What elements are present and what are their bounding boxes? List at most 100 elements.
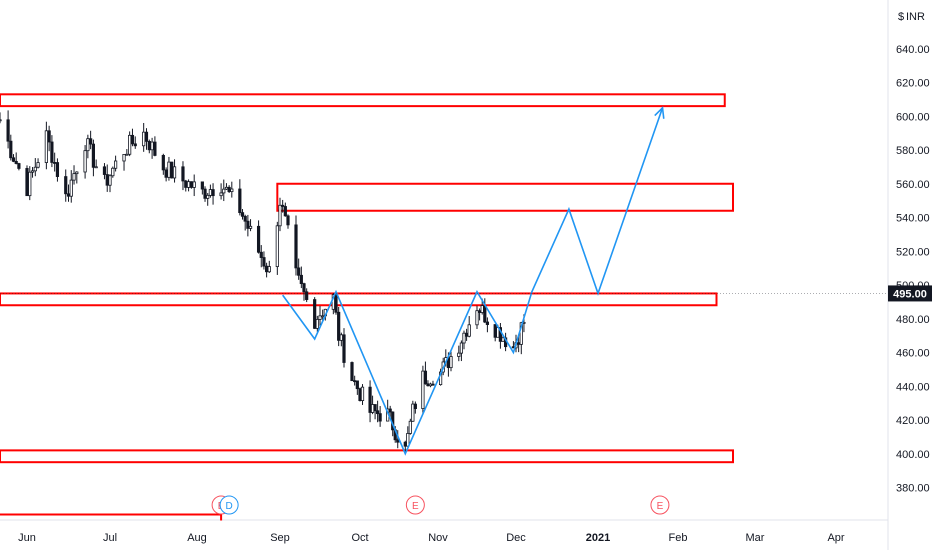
- candle: [411, 400, 415, 422]
- x-tick-label: Nov: [428, 532, 448, 544]
- candle: [153, 136, 157, 157]
- candle: [211, 183, 215, 205]
- candle: [246, 214, 250, 237]
- candle: [388, 405, 392, 419]
- y-tick-label: 420.00: [896, 415, 930, 427]
- candle: [283, 202, 287, 217]
- candle: [467, 316, 471, 338]
- candle: [164, 167, 168, 182]
- x-tick-label: Jun: [18, 532, 36, 544]
- candle: [25, 165, 29, 197]
- candle: [259, 245, 263, 268]
- candle: [125, 149, 129, 156]
- candle: [69, 170, 73, 203]
- candle: [64, 169, 68, 202]
- dividend-marker[interactable]: D: [219, 495, 239, 515]
- candle: [431, 380, 435, 386]
- zone-rect[interactable]: [0, 93, 726, 108]
- y-tick-label: 460.00: [896, 348, 930, 360]
- earnings-marker[interactable]: E: [405, 495, 425, 515]
- candle: [485, 317, 490, 333]
- event-label: E: [412, 501, 419, 512]
- candle: [206, 193, 210, 206]
- candle: [230, 181, 234, 198]
- candle: [150, 137, 154, 159]
- candle: [55, 158, 60, 182]
- y-tick-label: 400.00: [896, 449, 930, 461]
- candle: [408, 418, 412, 435]
- candle: [47, 125, 51, 152]
- candle: [130, 128, 135, 147]
- x-tick-label: Mar: [746, 532, 765, 544]
- candle: [200, 181, 204, 195]
- candle: [248, 219, 253, 232]
- candle: [17, 162, 21, 171]
- candle: [94, 159, 98, 169]
- candle: [305, 288, 309, 303]
- x-tick-label: Oct: [351, 532, 368, 544]
- candle: [373, 404, 377, 420]
- y-tick-label: 560.00: [896, 179, 930, 191]
- candle: [313, 297, 317, 329]
- candle: [297, 258, 301, 280]
- candle: [286, 214, 290, 229]
- candle: [281, 199, 285, 213]
- y-tick-label: 600.00: [896, 111, 930, 123]
- y-tick-label: 640.00: [896, 44, 930, 56]
- x-tick-label: Feb: [669, 532, 688, 544]
- candle: [184, 179, 188, 192]
- candle: [262, 251, 266, 270]
- candle: [181, 161, 185, 191]
- y-tick-label: 480.00: [896, 314, 930, 326]
- candle: [318, 305, 322, 328]
- candle: [267, 260, 271, 274]
- candle: [170, 161, 174, 179]
- candle: [358, 387, 362, 402]
- x-tick-label: Aug: [187, 532, 207, 544]
- earnings-marker[interactable]: E: [650, 495, 670, 515]
- candle: [0, 112, 2, 124]
- zone-rect[interactable]: [0, 449, 734, 464]
- x-axis: Jun Jul Aug Sep Oct Nov Dec 2021 Feb Mar Apr: [18, 532, 845, 544]
- candle: [91, 139, 95, 177]
- candle: [350, 361, 354, 382]
- candle: [376, 400, 380, 423]
- candle: [334, 291, 338, 315]
- current-price-tag: 495.00: [0, 285, 932, 302]
- zone-rect[interactable]: [276, 182, 734, 212]
- candle: [396, 430, 400, 449]
- zone-rect[interactable]: [0, 292, 718, 307]
- candle: [240, 209, 245, 220]
- candle: [172, 159, 177, 183]
- candle: [44, 121, 48, 170]
- candle: [128, 131, 132, 157]
- y-tick-label: 380.00: [896, 483, 930, 495]
- candle: [147, 139, 151, 154]
- projection-arrowhead: [654, 106, 665, 119]
- candle: [14, 152, 18, 165]
- candle: [167, 156, 171, 181]
- candle: [50, 135, 54, 168]
- candle: [243, 214, 247, 231]
- candle: [72, 165, 76, 185]
- candle: [6, 110, 10, 149]
- y-tick-label: 580.00: [896, 145, 930, 157]
- x-tick-label: Apr: [827, 532, 844, 544]
- candle: [36, 158, 40, 169]
- candle: [278, 197, 282, 232]
- projection-path: [282, 106, 665, 456]
- projection-line[interactable]: [282, 107, 664, 456]
- candle: [28, 166, 32, 201]
- candle: [299, 266, 303, 289]
- candles: [0, 110, 526, 454]
- candle: [423, 361, 428, 385]
- event-markers: EDEE: [211, 495, 670, 515]
- candle: [360, 384, 365, 405]
- candle: [133, 136, 137, 149]
- candle: [342, 328, 346, 368]
- y-tick-label: 620.00: [896, 78, 930, 90]
- y-tick-label: 540.00: [896, 213, 930, 225]
- currency-label-prefix: $: [898, 11, 904, 23]
